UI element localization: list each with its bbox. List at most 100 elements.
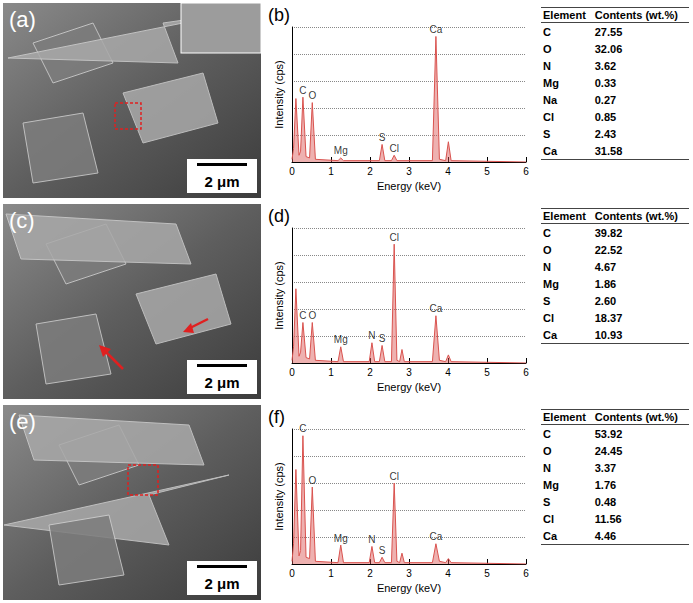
html-text:24.45: 24.45 [594,444,623,457]
svg-text:3: 3 [406,568,412,579]
html-text:0.27: 0.27 [594,93,617,106]
svg-text:2: 2 [367,367,373,378]
html-text:Element: Element [543,411,586,423]
svg-text:N: N [368,330,375,341]
svg-text:O: O [308,310,316,321]
html-text:Na: Na [543,93,558,106]
svg-text:0: 0 [289,166,295,177]
svg-text:(f): (f) [268,407,285,427]
svg-text:5: 5 [484,166,490,177]
svg-text:4: 4 [445,367,451,378]
html-text:Ca: Ca [543,144,558,157]
svg-text:Ca: Ca [430,531,443,542]
html-text:4.67: 4.67 [594,260,617,273]
svg-text:Intensity (cps): Intensity (cps) [273,261,285,329]
svg-text:6: 6 [523,166,529,177]
html-text:Element: Element [543,9,586,21]
svg-text:2: 2 [367,166,373,177]
html-text:Cl: Cl [543,110,554,123]
svg-text:4: 4 [445,166,451,177]
html-text:0.85: 0.85 [594,110,617,123]
svg-text:C: C [299,85,306,96]
svg-text:Cl: Cl [389,232,398,243]
svg-text:3: 3 [406,367,412,378]
svg-text:(d): (d) [268,206,290,226]
html-text:32.06: 32.06 [594,42,623,55]
html-text:2.60: 2.60 [594,294,617,307]
html-text:3.37: 3.37 [594,461,617,474]
html-text:O: O [543,42,552,55]
svg-text:6: 6 [523,568,529,579]
html-text:C: C [543,25,551,38]
svg-text:C: C [299,310,306,321]
html-text:0.33: 0.33 [594,76,617,89]
svg-text:4: 4 [445,568,451,579]
svg-text:Cl: Cl [389,471,398,482]
html-text:Mg: Mg [543,76,559,89]
svg-text:2: 2 [367,568,373,579]
svg-text:Mg: Mg [334,533,348,544]
html-text:31.58: 31.58 [594,144,623,157]
html-text:Mg: Mg [543,277,559,290]
svg-text:(b): (b) [268,5,290,25]
svg-text:S: S [379,545,386,556]
html-text:11.56: 11.56 [594,512,622,525]
html-text:39.82: 39.82 [594,226,623,239]
svg-text:S: S [379,333,386,344]
svg-text:Mg: Mg [334,334,348,345]
svg-text:O: O [308,90,316,101]
svg-text:O: O [308,475,316,486]
html-text:27.55: 27.55 [594,25,623,38]
html-text:53.92: 53.92 [594,427,623,440]
html-text:3.62: 3.62 [594,59,617,72]
svg-text:S: S [379,132,386,143]
svg-text:3: 3 [406,166,412,177]
svg-text:0: 0 [289,367,295,378]
html-text:Ca: Ca [543,328,558,341]
svg-text:Cl: Cl [389,143,398,154]
svg-text:Energy (keV): Energy (keV) [377,582,441,594]
svg-text:1: 1 [328,568,334,579]
html-text:22.52: 22.52 [594,243,623,256]
html-text:Contents (wt.%): Contents (wt.%) [594,210,678,222]
html-text:Cl: Cl [543,512,554,525]
html-text:10.93: 10.93 [594,328,623,341]
html-text:N: N [543,59,551,72]
html-text:Contents (wt.%): Contents (wt.%) [594,9,678,21]
html-text:1.76: 1.76 [594,478,617,491]
svg-text:Energy (keV): Energy (keV) [377,180,441,192]
svg-text:Energy (keV): Energy (keV) [377,381,441,393]
svg-text:(e): (e) [9,409,36,434]
svg-text:(c): (c) [9,208,35,233]
html-text:2.43: 2.43 [594,127,617,140]
svg-text:2 μm: 2 μm [204,173,239,190]
svg-text:Intensity (cps): Intensity (cps) [273,462,285,530]
svg-text:6: 6 [523,367,529,378]
html-text:O: O [543,444,552,457]
svg-text:1: 1 [328,367,334,378]
html-text:O: O [543,243,552,256]
html-text:4.46: 4.46 [594,529,617,542]
html-text:18.37: 18.37 [594,311,623,324]
svg-text:0: 0 [289,568,295,579]
svg-text:1: 1 [328,166,334,177]
svg-text:Mg: Mg [334,145,348,156]
svg-text:5: 5 [484,568,490,579]
html-text:S: S [543,127,551,140]
svg-text:N: N [368,534,375,545]
html-text:Ca: Ca [543,529,558,542]
svg-text:C: C [299,423,306,434]
html-text:Cl: Cl [543,311,554,324]
html-text:Element: Element [543,210,586,222]
html-text:Mg: Mg [543,478,559,491]
svg-text:2 μm: 2 μm [204,374,239,391]
html-text:1.86: 1.86 [594,277,617,290]
html-text:0.48: 0.48 [594,495,617,508]
svg-text:Ca: Ca [430,303,443,314]
svg-text:2 μm: 2 μm [204,575,239,592]
svg-text:(a): (a) [9,7,36,32]
svg-text:5: 5 [484,367,490,378]
html-text:Contents (wt.%): Contents (wt.%) [594,411,678,423]
svg-text:Ca: Ca [430,24,443,35]
svg-text:Intensity (cps): Intensity (cps) [273,60,285,128]
